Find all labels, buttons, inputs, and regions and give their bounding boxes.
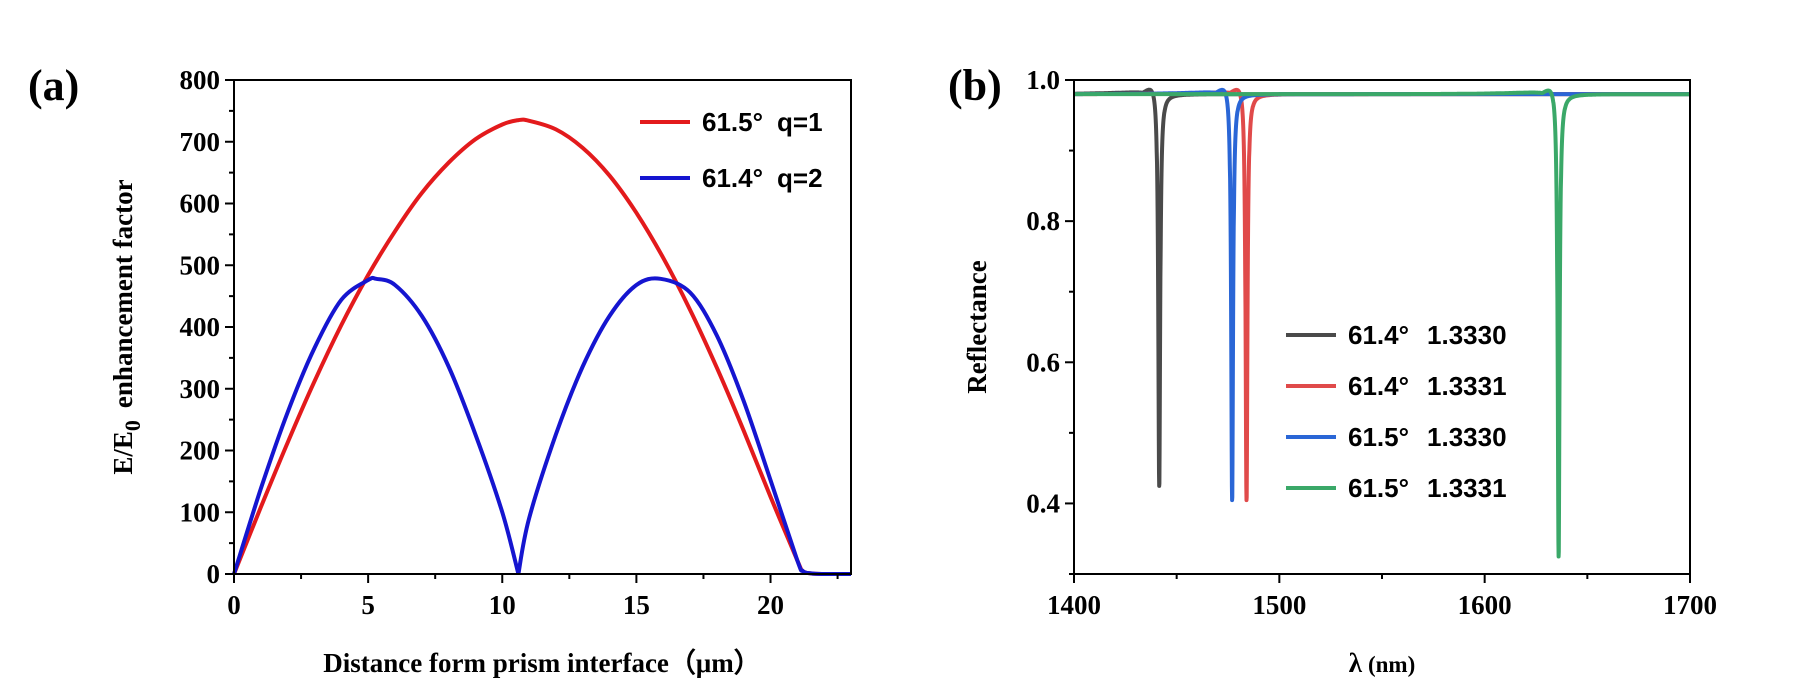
chart-0-y-tick-label-600: 600 [180,189,221,219]
panel-a-y-axis-title-sub: 0 [120,420,145,431]
chart-0-y-tick-label-300: 300 [180,374,221,404]
panel-a-legend: 61.5° q=1 61.4° q=2 [640,107,823,193]
chart-0-y-tick-label-400: 400 [180,312,221,342]
chart-1-y-tick-label-0-6: 0.6 [1026,347,1060,377]
legend-label-61-4-1-3330: 61.4° 1.3330 [1348,320,1507,350]
chart-0-x-tick-label-0: 0 [227,590,241,620]
legend-label-61-4-1-3331: 61.4° 1.3331 [1348,371,1507,401]
chart-0-x-tick-label-15: 15 [623,590,650,620]
panel-a: (a) 0 5 10 15 20 0 100 200 300 400 500 600 700 800 D… [28,61,852,678]
chart-0-y-tick-label-700: 700 [180,127,221,157]
legend-label-61-4-q2: 61.4° q=2 [702,163,823,193]
panel-b: (b) 1400 1500 1600 1700 0.40.60.81.0 λ (nm) … [948,61,1717,678]
panel-a-y-axis-title-rest: enhancement factor [108,179,138,408]
chart-1-y-tick-label-0-8: 0.8 [1026,206,1060,236]
chart-1-x-tick-label-1400: 1400 [1047,590,1101,620]
series-line-61-4-q-2 [232,275,851,577]
panel-a-y-axis-title: E/E0 enhancement factor [108,179,145,474]
legend-label-61-5-1-3331: 61.5° 1.3331 [1348,473,1507,503]
panel-b-y-ticks: 0.4 0.6 0.8 1.0 [1026,65,1074,575]
panel-b-legend: 61.4° 1.3330 61.4° 1.3331 61.5° 1.3330 61.5… [1286,320,1507,503]
panel-b-label: (b) [948,61,1002,110]
chart-1-y-tick-label-1-0: 1.0 [1026,65,1060,95]
chart-0-x-tick-label-20: 20 [757,590,784,620]
panel-a-x-axis-title: Distance form prism interface（μm） [323,648,760,678]
series-line-61-5-1-3331 [1072,88,1692,559]
panel-b-plot-area [1072,87,1692,559]
panel-a-label: (a) [28,61,79,110]
panel-b-x-ticks: 1400 1500 1600 1700 [1047,574,1717,620]
legend-label-61-5-1-3330: 61.5° 1.3330 [1348,422,1507,452]
chart-0-y-tick-label-500: 500 [180,250,221,280]
panel-b-y-axis-title: Reflectance [962,260,992,393]
chart-0-y-tick-label-200: 200 [180,436,221,466]
chart-0-y-tick-label-0: 0 [207,559,221,589]
panel-a-y-axis-title-main: E/E [108,431,138,475]
chart-1-x-tick-label-1700: 1700 [1663,590,1717,620]
chart-1-x-tick-label-1600: 1600 [1458,590,1512,620]
panel-a-x-ticks: 0 5 10 15 20 [227,574,839,620]
chart-1-x-tick-label-1500: 1500 [1252,590,1306,620]
chart-0-x-tick-label-10: 10 [489,590,516,620]
chart-1-y-tick-label-0-4: 0.4 [1026,488,1060,518]
chart-0-x-tick-label-5: 5 [361,590,375,620]
chart-0-y-tick-label-800: 800 [180,65,221,95]
panel-a-y-ticks: 0 100 200 300 400 500 600 700 800 [180,65,234,589]
panel-b-x-axis-title: λ (nm) [1349,648,1416,678]
legend-label-61-5-q1: 61.5° q=1 [702,107,823,137]
chart-0-y-tick-label-100: 100 [180,497,221,527]
